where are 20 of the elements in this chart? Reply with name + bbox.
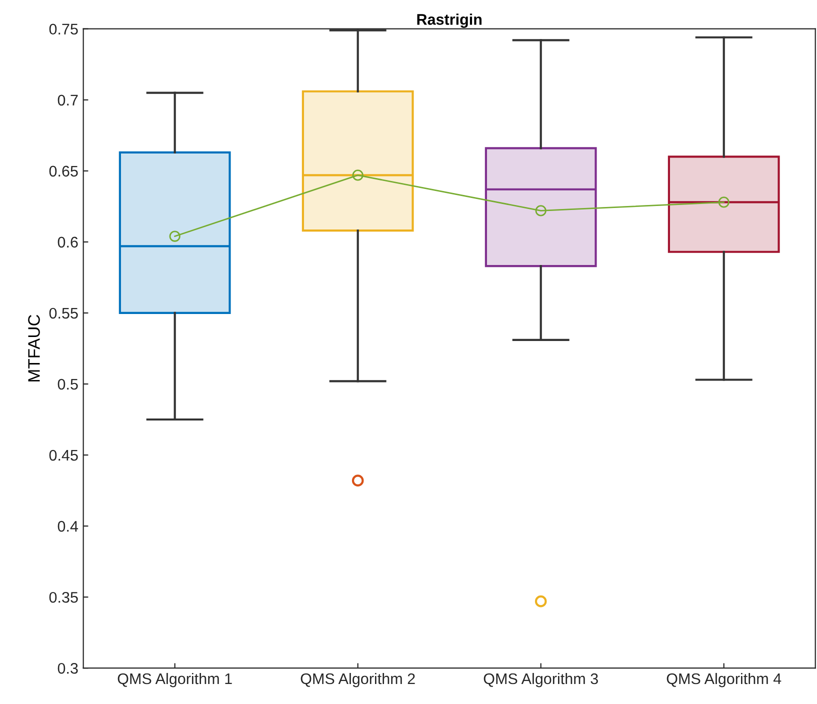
y-tick-label: 0.5 (58, 378, 78, 390)
point (535, 205, 546, 216)
point (169, 230, 180, 242)
x-tick-label: QMS Algorithm 2 (300, 672, 415, 688)
point (718, 196, 730, 208)
x-tick-label: QMS Algorithm 1 (118, 672, 232, 688)
x-tick-label: QMS Algorithm 3 (484, 672, 598, 688)
y-tick-label: 0.55 (49, 308, 78, 319)
y-tick-label: 0.7 (58, 94, 78, 106)
point (352, 170, 364, 181)
y-tick-label: 0.4 (58, 520, 78, 532)
y-tick-label: 0.45 (49, 450, 78, 461)
x-tick-label: QMS Algorithm 4 (666, 672, 782, 688)
y-tick-label: 0.3 (58, 662, 78, 674)
chart-title: Rastrigin (417, 14, 482, 28)
y-tick-label: 0.35 (49, 592, 78, 603)
y-tick-label: 0.65 (49, 166, 78, 177)
y-tick-label: 0.6 (58, 236, 78, 248)
y-tick-label: 0.75 (49, 24, 78, 35)
y-axis-title: MTFAUC (28, 314, 40, 382)
